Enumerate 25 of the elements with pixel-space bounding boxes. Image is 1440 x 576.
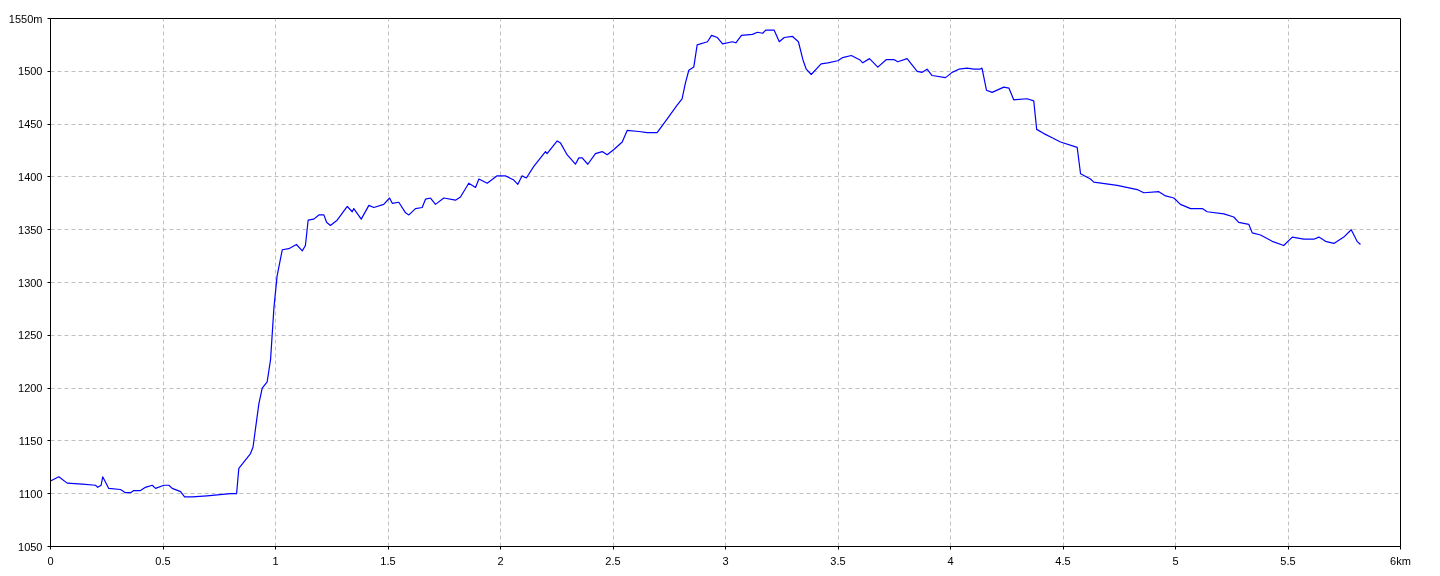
x-tick-label: 2 (497, 554, 504, 567)
x-tick-label: 0 (47, 554, 54, 567)
y-tick-label: 1150 (18, 434, 43, 447)
line-series (50, 29, 1362, 498)
y-tick-label: 1200 (18, 382, 43, 395)
x-tick-label: 1.5 (380, 554, 396, 567)
y-tick-label: 1050 (18, 540, 43, 553)
y-tick-label: 1250 (18, 329, 43, 342)
x-tick-label: 4 (947, 554, 954, 567)
y-tick-label: 1400 (18, 170, 43, 183)
y-tick-label: 1500 (18, 65, 43, 78)
y-tick-label: 1350 (18, 223, 43, 236)
x-tick-label: 1 (272, 554, 279, 567)
x-tick-label: 3 (722, 554, 729, 567)
y-tick-label: 1100 (18, 487, 43, 500)
x-tick-label: 4.5 (1055, 554, 1071, 567)
x-tick-label: 5 (1172, 554, 1179, 567)
y-tick-label: 1300 (18, 276, 43, 289)
x-tick-label: 0.5 (155, 554, 171, 567)
x-tick-label: 3.5 (830, 554, 846, 567)
x-tick-label: 2.5 (605, 554, 621, 567)
x-tick-label: 5.5 (1280, 554, 1296, 567)
x-tick-label: 6km (1390, 554, 1411, 567)
y-tick-label: 1450 (18, 118, 43, 131)
y-tick-label: 1550m (8, 12, 43, 25)
